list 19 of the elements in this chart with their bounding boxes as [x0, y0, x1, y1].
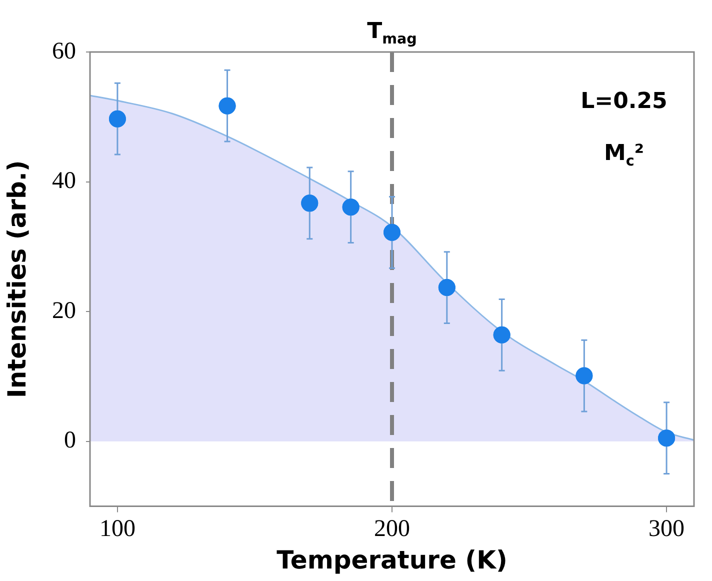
- point: [108, 110, 126, 128]
- y-tick-label: 60: [52, 38, 76, 64]
- y-tick-label: 20: [52, 298, 76, 324]
- point: [301, 194, 318, 212]
- y-tick-label: 40: [52, 168, 76, 194]
- y-tick-label: 0: [64, 428, 76, 454]
- point: [438, 279, 456, 296]
- point: [384, 224, 400, 241]
- point: [493, 326, 510, 344]
- x-tick-label: 100: [99, 516, 136, 542]
- point: [658, 430, 676, 447]
- x-axis-title: Temperature (K): [276, 546, 508, 574]
- point: [576, 367, 593, 384]
- y-axis-title: Intensities (arb.): [2, 160, 32, 398]
- x-tick-label: 200: [374, 516, 410, 542]
- annotation: L=0.25: [580, 89, 668, 114]
- x-tick-label: 300: [648, 516, 685, 542]
- point: [342, 198, 360, 216]
- point: [218, 97, 236, 114]
